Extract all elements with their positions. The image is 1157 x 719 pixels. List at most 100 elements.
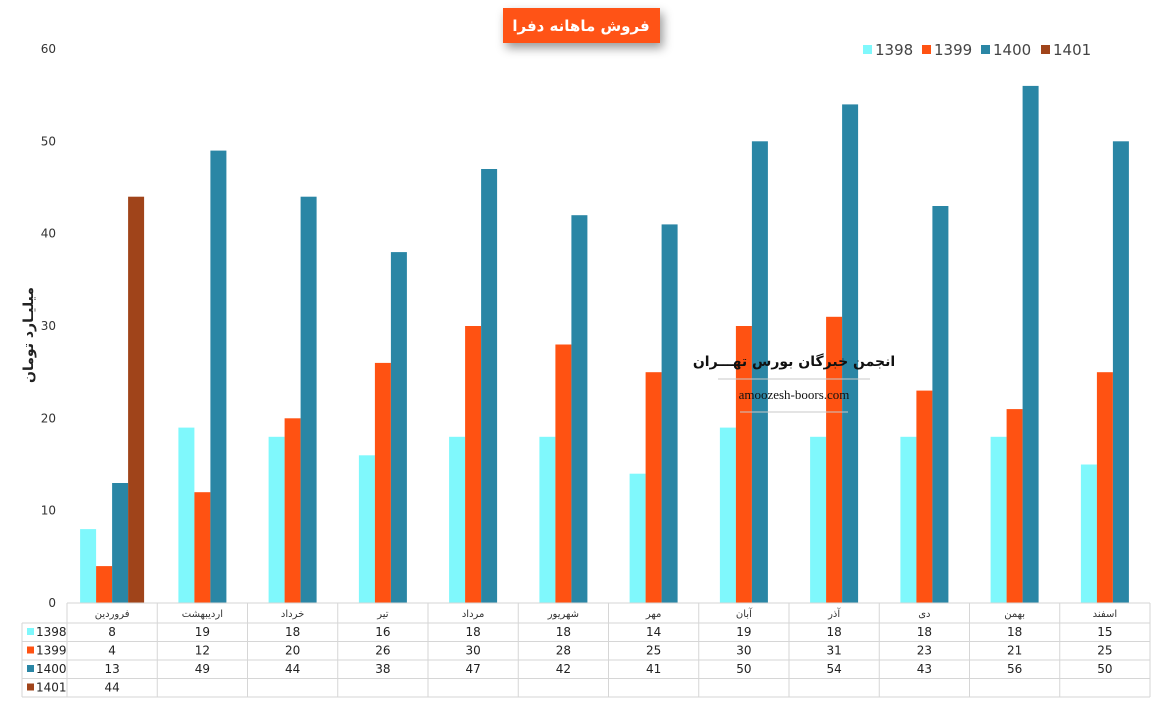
legend-label-1398: 1398 xyxy=(875,41,913,59)
table-cell: 41 xyxy=(646,662,661,676)
bar-1398-3 xyxy=(268,436,285,603)
legend-label-1400: 1400 xyxy=(993,41,1031,59)
bar-1400-5 xyxy=(481,169,498,603)
table-cell: 25 xyxy=(646,644,661,658)
table-cell: 56 xyxy=(1007,662,1022,676)
table-cell: 54 xyxy=(826,662,841,676)
table-cell: 15 xyxy=(1097,625,1112,639)
table-cell: 42 xyxy=(556,662,571,676)
bar-1398-12 xyxy=(1080,464,1097,603)
table-row-label-1398: 1398 xyxy=(36,625,67,639)
bar-1398-8 xyxy=(719,427,736,603)
category-label: دی xyxy=(918,609,930,620)
category-label: آذر xyxy=(827,607,841,620)
table-cell: 26 xyxy=(375,644,390,658)
bar-1400-8 xyxy=(751,141,768,604)
category-label: اردیبهشت xyxy=(182,609,223,620)
table-cell: 30 xyxy=(736,644,751,658)
watermark: انجمن خبرگان بورس تهـــران amoozesh-boor… xyxy=(693,353,895,413)
table-cell: 16 xyxy=(375,625,390,639)
table-cell: 50 xyxy=(736,662,751,676)
bar-1399-10 xyxy=(916,390,933,603)
table-row-swatch-1400 xyxy=(27,665,34,672)
table-cell: 50 xyxy=(1097,662,1112,676)
table-cell: 28 xyxy=(556,644,571,658)
legend-label-1401: 1401 xyxy=(1053,41,1091,59)
table-cell: 38 xyxy=(375,662,390,676)
bar-1400-2 xyxy=(210,150,227,603)
chart-title-background xyxy=(503,8,660,43)
legend-swatch-1401 xyxy=(1041,45,1050,54)
bar-1398-1 xyxy=(80,529,97,603)
table-cell: 19 xyxy=(195,625,210,639)
bar-1398-10 xyxy=(900,436,917,603)
table-cell: 23 xyxy=(917,644,932,658)
bar-1398-2 xyxy=(178,427,195,603)
bar-1399-1 xyxy=(96,566,113,603)
table-row-label-1399: 1399 xyxy=(36,644,67,658)
category-label: مهر xyxy=(645,609,661,620)
category-label: آبان xyxy=(736,607,753,620)
chart-legend: 1398 1399 1400 1401 xyxy=(863,41,1091,59)
table-row-label-1400: 1400 xyxy=(36,662,67,676)
table-cell: 44 xyxy=(104,681,119,695)
bar-1399-8 xyxy=(735,326,752,603)
bar-1398-4 xyxy=(358,455,375,603)
y-axis-label: میلیـارد تومان xyxy=(21,287,37,383)
table-cell: 18 xyxy=(556,625,571,639)
category-label: اسفند xyxy=(1093,609,1117,620)
legend-swatch-1398 xyxy=(863,45,872,54)
legend-swatch-1400 xyxy=(981,45,990,54)
bar-1398-5 xyxy=(449,436,466,603)
bar-1400-3 xyxy=(300,196,317,603)
bar-1400-4 xyxy=(390,252,407,603)
table-row-swatch-1399 xyxy=(27,646,34,654)
bar-1398-6 xyxy=(539,436,556,603)
table-row-swatch-1398 xyxy=(27,628,34,635)
bar-1400-1 xyxy=(112,483,129,603)
table-cell: 43 xyxy=(917,662,932,676)
table-cell: 8 xyxy=(108,625,116,639)
table-cell: 47 xyxy=(465,662,480,676)
watermark-title: انجمن خبرگان بورس تهـــران xyxy=(693,353,895,370)
table-row-label-1401: 1401 xyxy=(36,681,67,695)
y-tick-label: 20 xyxy=(41,411,56,425)
chart-title: فروش ماهانه دفرا xyxy=(512,17,649,35)
bar-1398-9 xyxy=(810,436,827,603)
bar-1400-9 xyxy=(842,104,859,604)
y-tick-label: 10 xyxy=(41,504,56,518)
bar-1399-4 xyxy=(374,362,391,603)
category-label: خرداد xyxy=(281,609,304,620)
category-label: مرداد xyxy=(462,609,485,620)
bar-1399-11 xyxy=(1006,409,1023,603)
category-label: فروردین xyxy=(95,609,130,620)
legend-label-1399: 1399 xyxy=(934,41,972,59)
table-cell: 21 xyxy=(1007,644,1022,658)
bar-1399-3 xyxy=(284,418,301,603)
bar-1399-9 xyxy=(826,316,843,603)
table-cell: 18 xyxy=(917,625,932,639)
chart-bars xyxy=(80,85,1129,604)
table-cell: 18 xyxy=(285,625,300,639)
y-tick-label: 30 xyxy=(41,319,56,333)
table-row-swatch-1401 xyxy=(27,683,34,691)
chart-title-box: فروش ماهانه دفرا xyxy=(503,8,660,43)
category-label: شهریور xyxy=(547,609,579,620)
table-cell: 13 xyxy=(104,662,119,676)
bar-1400-6 xyxy=(571,215,588,603)
category-label: تیر xyxy=(376,609,389,620)
table-cell: 18 xyxy=(1007,625,1022,639)
bar-1399-12 xyxy=(1096,372,1113,603)
table-cell: 30 xyxy=(465,644,480,658)
bar-1399-7 xyxy=(645,372,662,603)
table-cell: 14 xyxy=(646,625,661,639)
watermark-url: amoozesh-boors.com xyxy=(739,387,850,402)
table-cell: 12 xyxy=(195,644,210,658)
bar-1398-7 xyxy=(629,473,646,603)
bar-1400-11 xyxy=(1022,85,1039,603)
table-cell: 20 xyxy=(285,644,300,658)
table-cell: 25 xyxy=(1097,644,1112,658)
table-cell: 49 xyxy=(195,662,210,676)
bar-1400-7 xyxy=(661,224,678,603)
table-cell: 18 xyxy=(465,625,480,639)
